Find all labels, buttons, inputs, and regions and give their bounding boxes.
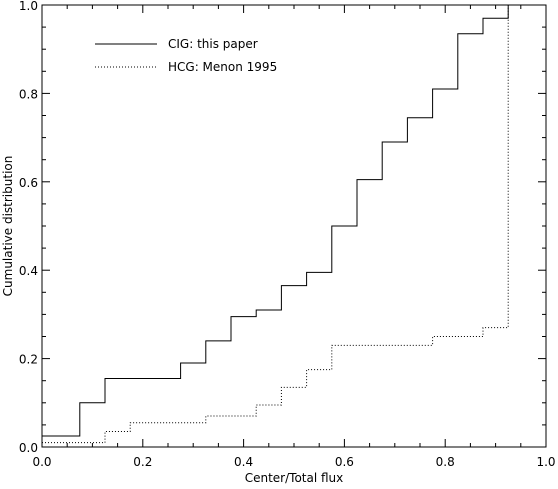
series-hcg-line [42, 5, 509, 444]
x-tick-label: 1.0 [536, 455, 555, 469]
y-tick-label: 0.0 [19, 441, 38, 455]
series-layer [42, 5, 509, 444]
ticks [41, 4, 547, 448]
x-tick-label: 0.2 [133, 455, 152, 469]
y-tick-label: 0.8 [19, 87, 38, 101]
tick-labels: 0.0 0.2 0.4 0.6 0.8 1.0 0.0 0.2 0.4 0.6 0.8 1.0 [19, 0, 556, 469]
x-tick-label: 0.4 [234, 455, 253, 469]
legend-label-hcg: HCG: Menon 1995 [168, 60, 277, 74]
y-tick-label: 0.6 [19, 176, 38, 190]
legend: CIG: this paper HCG: Menon 1995 [95, 37, 277, 74]
legend-label-cig: CIG: this paper [168, 37, 258, 51]
plot-frame [41, 4, 547, 448]
x-tick-label: 0.6 [335, 455, 354, 469]
x-tick-label: 0.0 [32, 455, 51, 469]
x-axis-label: Center/Total flux [245, 471, 344, 485]
y-tick-label: 0.2 [19, 353, 38, 367]
series-cig-line [42, 5, 509, 437]
y-tick-label: 0.4 [19, 264, 38, 278]
y-axis-label: Cumulative distribution [1, 156, 15, 297]
y-tick-label: 1.0 [19, 0, 38, 13]
x-tick-label: 0.8 [436, 455, 455, 469]
